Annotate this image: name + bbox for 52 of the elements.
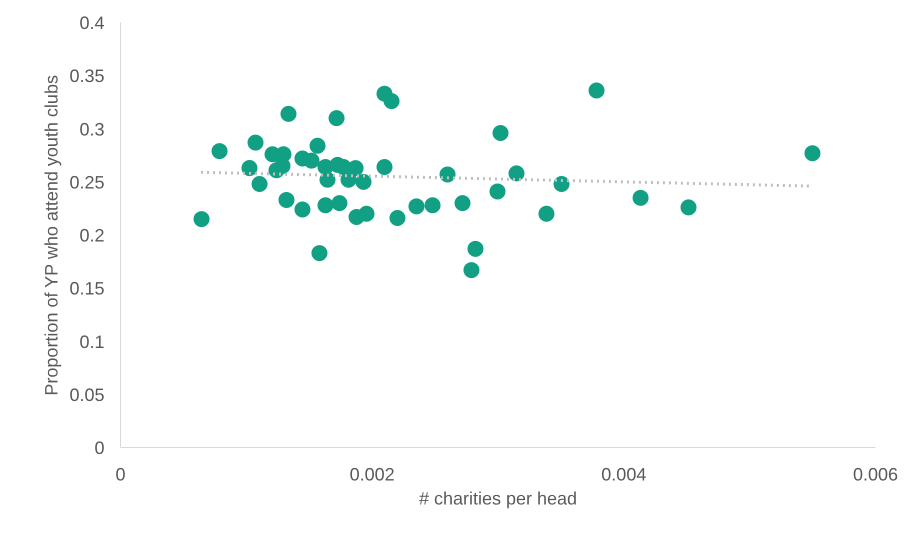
x-tick-label: 0 — [115, 464, 126, 484]
point — [328, 110, 345, 126]
point — [376, 159, 392, 175]
point — [241, 160, 258, 176]
point — [310, 138, 326, 154]
point — [268, 162, 285, 178]
point — [804, 145, 820, 162]
point — [463, 262, 480, 278]
y-tick-label: 0.4 — [79, 13, 105, 33]
point — [304, 152, 320, 169]
y-tick-label: 0 — [94, 438, 105, 458]
point — [632, 190, 649, 206]
point — [384, 93, 400, 110]
point — [317, 197, 334, 214]
point — [319, 172, 336, 188]
point — [294, 202, 310, 218]
point — [212, 143, 228, 160]
x-axis-title: # charities per head — [418, 488, 578, 508]
point — [248, 134, 264, 151]
x-tick-label: 0.006 — [852, 464, 898, 484]
point — [440, 166, 456, 182]
point — [358, 206, 375, 222]
y-tick-label: 0.15 — [69, 278, 105, 299]
point — [554, 176, 570, 192]
point — [194, 211, 210, 228]
point — [311, 245, 328, 262]
point — [355, 174, 372, 190]
point — [331, 195, 348, 212]
point — [252, 176, 268, 192]
point — [588, 82, 605, 98]
point — [467, 240, 484, 257]
x-tick-label: 0.002 — [350, 464, 395, 484]
point — [408, 198, 424, 214]
y-tick-label: 0.2 — [79, 226, 105, 246]
point — [389, 210, 406, 226]
point — [508, 165, 524, 182]
point — [278, 192, 294, 208]
point — [680, 199, 697, 216]
point — [454, 195, 471, 212]
y-tick-label: 0.3 — [79, 119, 105, 140]
point — [424, 197, 441, 214]
y-tick-label: 0.1 — [79, 332, 105, 352]
x-tick-label: 0.004 — [601, 464, 646, 484]
y-tick-label: 0.05 — [69, 384, 105, 405]
y-tick-label: 0.25 — [69, 172, 105, 192]
point — [348, 160, 364, 176]
point — [538, 206, 554, 222]
y-tick-label: 0.35 — [69, 66, 105, 86]
point — [489, 183, 506, 200]
point — [280, 106, 296, 122]
point — [492, 125, 509, 141]
y-axis-title: Proportion of YP who attend youth clubs — [41, 75, 62, 396]
